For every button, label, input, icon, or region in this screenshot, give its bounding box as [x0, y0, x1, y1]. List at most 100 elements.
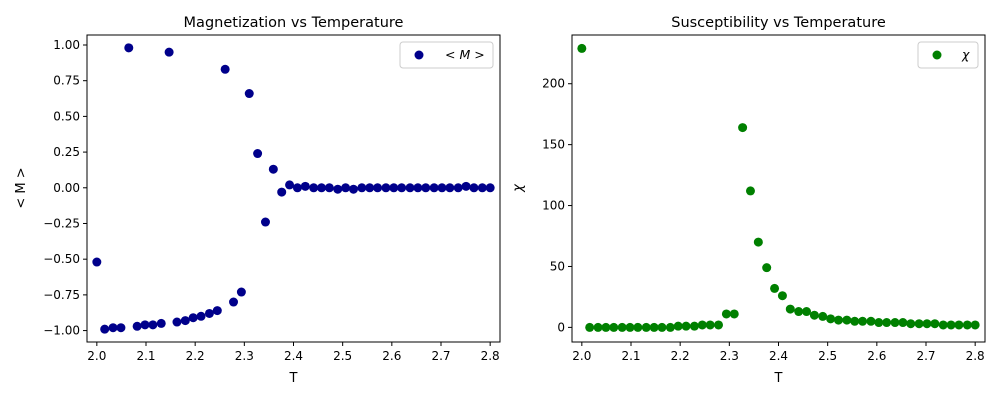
magnetization-data-point	[124, 43, 134, 53]
magnetization-data-point	[285, 180, 295, 190]
susceptibility-y-tick-label: 200	[542, 77, 565, 91]
susceptibility-data-point	[705, 320, 715, 330]
susceptibility-x-tick-label: 2.1	[621, 349, 640, 363]
magnetization-title: Magnetization vs Temperature	[184, 15, 404, 31]
magnetization-legend: < M >	[399, 41, 494, 69]
susceptibility-x-tick-label: 2.3	[720, 349, 739, 363]
magnetization-legend-marker	[414, 50, 424, 60]
susceptibility-legend-label: χ	[961, 47, 970, 62]
magnetization-y-tick-label: −0.25	[43, 216, 80, 230]
magnetization-x-tick-label: 2.8	[481, 349, 500, 363]
magnetization-data-point	[92, 257, 102, 267]
magnetization-data-point	[268, 164, 278, 174]
magnetization-data-point	[421, 183, 431, 193]
magnetization-data-point	[461, 181, 471, 191]
magnetization-y-tick-label: 0.50	[53, 109, 80, 123]
magnetization-data-point	[469, 183, 479, 193]
magnetization-data-point	[333, 184, 343, 194]
susceptibility-x-tick-label: 2.6	[867, 349, 886, 363]
susceptibility-legend-marker	[932, 50, 942, 60]
susceptibility-data-point	[777, 291, 787, 301]
magnetization-y-axis-label: < M >	[14, 167, 29, 208]
magnetization-data-point	[220, 64, 230, 74]
magnetization-x-tick-label: 2.2	[186, 349, 205, 363]
susceptibility-data-point	[874, 318, 884, 328]
susceptibility-data-point	[753, 237, 763, 247]
susceptibility-title: Susceptibility vs Temperature	[671, 15, 886, 31]
magnetization-y-tick-label: −1.00	[43, 324, 80, 338]
susceptibility-data-point	[922, 319, 932, 329]
magnetization-data-point	[317, 183, 327, 193]
magnetization-data-point	[244, 89, 254, 99]
susceptibility-x-tick-label: 2.8	[966, 349, 985, 363]
susceptibility-data-point	[866, 316, 876, 326]
magnetization-data-point	[253, 149, 263, 159]
magnetization-data-point	[156, 318, 166, 328]
magnetization-data-point	[348, 184, 358, 194]
magnetization-y-tick-label: 0.25	[53, 145, 80, 159]
susceptibility-x-tick-label: 2.0	[572, 349, 591, 363]
magnetization-data-point	[260, 217, 270, 227]
susceptibility-data-point	[898, 318, 908, 328]
susceptibility-data-point	[954, 320, 964, 330]
magnetization-data-point	[108, 323, 118, 333]
susceptibility-data-point	[882, 318, 892, 328]
magnetization-data-point	[204, 308, 214, 318]
magnetization-x-axis-label: T	[289, 371, 298, 386]
magnetization-data-point	[188, 313, 198, 323]
susceptibility-data-point	[633, 322, 643, 332]
magnetization-data-point	[357, 183, 367, 193]
susceptibility-data-point	[681, 321, 691, 331]
susceptibility-data-point	[673, 321, 683, 331]
magnetization-data-point	[413, 183, 423, 193]
susceptibility-data-point	[802, 307, 812, 317]
susceptibility-data-point	[689, 321, 699, 331]
magnetization-y-tick-label: 0.75	[53, 74, 80, 88]
susceptibility-data-point	[890, 318, 900, 328]
susceptibility-data-point	[833, 315, 843, 325]
susceptibility-y-axis-label: χ	[511, 183, 526, 193]
susceptibility-data-point	[665, 322, 675, 332]
magnetization-data-point	[277, 187, 287, 197]
susceptibility-data-point	[577, 43, 587, 53]
susceptibility-y-tick-label: 150	[542, 138, 565, 152]
magnetization-data-point	[132, 321, 142, 331]
magnetization-data-point	[180, 316, 190, 326]
susceptibility-data-point	[962, 320, 972, 330]
magnetization-x-tick-label: 2.5	[333, 349, 352, 363]
magnetization-data-point	[292, 183, 302, 193]
susceptibility-x-tick-label: 2.5	[818, 349, 837, 363]
susceptibility-data-point	[762, 263, 772, 273]
magnetization-data-point	[229, 297, 239, 307]
magnetization-data-point	[477, 183, 487, 193]
susceptibility-y-tick-label: 0	[557, 320, 565, 334]
susceptibility-data-point	[770, 283, 780, 293]
magnetization-data-point	[373, 183, 383, 193]
magnetization-data-point	[196, 311, 206, 321]
magnetization-x-tick-label: 2.1	[136, 349, 155, 363]
susceptibility-data-point	[809, 310, 819, 320]
magnetization-data-point	[140, 320, 150, 330]
susceptibility-x-tick-label: 2.4	[769, 349, 788, 363]
magnetization-data-point	[236, 287, 246, 297]
magnetization-legend-box	[399, 41, 494, 69]
magnetization-data-point	[397, 183, 407, 193]
magnetization-data-point	[405, 183, 415, 193]
magnetization-data-point	[212, 306, 222, 316]
susceptibility-x-axis-label: T	[774, 371, 783, 386]
magnetization-data-point	[116, 323, 126, 333]
susceptibility-data-point	[938, 320, 948, 330]
magnetization-y-tick-label: −0.75	[43, 288, 80, 302]
magnetization-data-point	[453, 183, 463, 193]
susceptibility-data-point	[946, 320, 956, 330]
magnetization-data-point	[100, 324, 110, 334]
susceptibility-data-point	[601, 322, 611, 332]
magnetization-data-point	[381, 183, 391, 193]
magnetization-y-tick-label: 1.00	[53, 38, 80, 52]
magnetization-plot-frame	[86, 34, 501, 343]
magnetization-data-point	[485, 183, 495, 193]
susceptibility-y-tick-label: 100	[542, 199, 565, 213]
susceptibility-data-point	[617, 322, 627, 332]
susceptibility-data-point	[593, 322, 603, 332]
